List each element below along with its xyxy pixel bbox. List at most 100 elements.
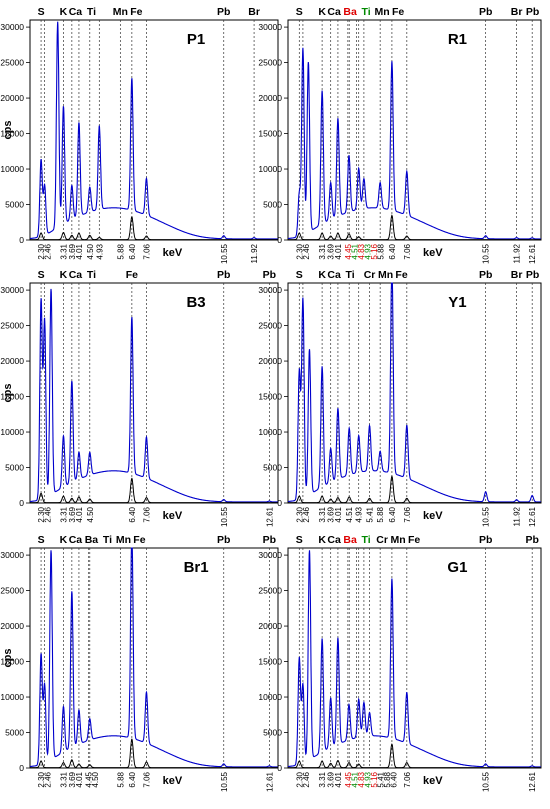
plot-frame bbox=[287, 19, 542, 241]
spectrum-line-sample bbox=[29, 547, 278, 768]
element-label: Mn bbox=[116, 534, 131, 546]
y-tick-label: 20000 bbox=[258, 356, 282, 366]
energy-tick-label: 6.40 bbox=[128, 771, 137, 787]
energy-tick-label: 4.51 bbox=[350, 243, 359, 259]
spectrum-panel-2: 0 5000 10000 15000 20000 25000 30000 R1 S K Ca Ba Ti… bbox=[258, 6, 542, 264]
y-tick-label: 25000 bbox=[258, 321, 282, 331]
energy-tick-label: 2.30 bbox=[295, 243, 304, 259]
energy-tick-label: 4.83 bbox=[357, 243, 366, 259]
energy-tick-label: 4.01 bbox=[75, 243, 84, 259]
energy-tick-label: 10.55 bbox=[482, 771, 491, 792]
y-axis-label: cps bbox=[2, 384, 14, 403]
element-label: Pb bbox=[479, 534, 492, 546]
panel-title: G1 bbox=[447, 559, 467, 576]
energy-tick-label: 6.40 bbox=[128, 243, 137, 259]
energy-tick-label: 6.40 bbox=[388, 243, 397, 259]
spectrum-line-sample bbox=[288, 550, 541, 768]
spectrum-panel-6: 0 5000 10000 15000 20000 25000 30000 G1 S K Ca Ba Ti… bbox=[258, 534, 542, 792]
energy-tick-label: 3.31 bbox=[59, 243, 68, 259]
energy-tick-label: 2.46 bbox=[302, 771, 311, 787]
element-label: Mn bbox=[113, 6, 128, 18]
y-tick-label: 0 bbox=[19, 235, 24, 245]
panel-title: Br1 bbox=[184, 559, 209, 576]
energy-tick-label: 5.16 bbox=[370, 243, 379, 259]
y-tick-label: 5000 bbox=[5, 728, 24, 738]
y-tick-label: 15000 bbox=[0, 657, 24, 667]
energy-tick-label: 4.50 bbox=[86, 506, 95, 522]
element-label: K bbox=[318, 534, 326, 546]
element-label: Ca bbox=[69, 534, 83, 546]
y-tick-label: 0 bbox=[277, 498, 282, 508]
x-axis-label: keV bbox=[423, 247, 443, 259]
y-tick-label: 5000 bbox=[263, 200, 282, 210]
y-tick-label: 10000 bbox=[0, 427, 24, 437]
energy-tick-label: 2.46 bbox=[44, 771, 53, 787]
spectrum-line-sample bbox=[29, 21, 278, 240]
energy-tick-label: 5.88 bbox=[383, 771, 392, 787]
element-label: K bbox=[318, 6, 326, 18]
energy-tick-label: 3.69 bbox=[327, 771, 336, 787]
element-label: Pb bbox=[479, 269, 492, 281]
element-label: Br bbox=[511, 6, 523, 18]
spectrum-panel-5: 0 5000 10000 15000 20000 25000 30000 cps Br1 S K Ca… bbox=[0, 534, 279, 792]
y-tick-label: 15000 bbox=[0, 129, 24, 139]
energy-tick-label: 5.88 bbox=[376, 243, 385, 259]
y-tick-label: 25000 bbox=[0, 58, 24, 68]
energy-tick-label: 4.01 bbox=[334, 243, 343, 259]
y-tick-label: 15000 bbox=[258, 657, 282, 667]
energy-tick-label: 3.31 bbox=[59, 771, 68, 787]
element-label: Pb bbox=[217, 534, 230, 546]
plot-frame bbox=[287, 547, 542, 769]
panel-title: B3 bbox=[186, 294, 205, 311]
energy-tick-label: 3.69 bbox=[327, 243, 336, 259]
element-label: Fe bbox=[126, 269, 138, 281]
element-label: Cr bbox=[376, 534, 388, 546]
y-axis-label: cps bbox=[2, 121, 14, 140]
energy-tick-label: 6.40 bbox=[389, 771, 398, 787]
energy-tick-label: 4.93 bbox=[363, 243, 372, 259]
element-label: S bbox=[296, 269, 303, 281]
energy-tick-label: 4.01 bbox=[334, 771, 343, 787]
energy-tick-label: 3.69 bbox=[68, 243, 77, 259]
energy-tick-label: 7.06 bbox=[142, 243, 151, 259]
element-label: S bbox=[38, 6, 45, 18]
panel-title: Y1 bbox=[448, 294, 466, 311]
element-label: Ti bbox=[362, 6, 371, 18]
energy-tick-label: 7.06 bbox=[142, 771, 151, 787]
y-tick-label: 20000 bbox=[258, 93, 282, 103]
spectrum-line-reference bbox=[288, 214, 541, 241]
energy-tick-label: 2.30 bbox=[37, 771, 46, 787]
element-label: K bbox=[60, 269, 68, 281]
y-tick-label: 10000 bbox=[258, 164, 282, 174]
plot-frame bbox=[287, 282, 542, 504]
spectrum-line-sample bbox=[288, 282, 541, 503]
energy-tick-label: 4.51 bbox=[345, 506, 354, 522]
element-label: Fe bbox=[133, 534, 145, 546]
y-tick-label: 0 bbox=[19, 498, 24, 508]
element-label: Br bbox=[248, 6, 260, 18]
y-axis-label: cps bbox=[2, 649, 14, 668]
y-tick-label: 10000 bbox=[258, 427, 282, 437]
energy-tick-label: 7.06 bbox=[142, 506, 151, 522]
y-tick-label: 30000 bbox=[258, 285, 282, 295]
element-label: Cr bbox=[364, 269, 376, 281]
energy-tick-label: 2.30 bbox=[37, 243, 46, 259]
element-label: Pb bbox=[479, 6, 492, 18]
spectrum-line-sample bbox=[29, 288, 278, 503]
energy-tick-label: 2.30 bbox=[295, 771, 304, 787]
energy-tick-label: 10.55 bbox=[220, 771, 229, 792]
y-tick-label: 25000 bbox=[0, 321, 24, 331]
energy-tick-label: 12.61 bbox=[265, 506, 274, 527]
element-label: S bbox=[296, 6, 303, 18]
element-label: K bbox=[60, 534, 68, 546]
plot-frame bbox=[29, 547, 279, 769]
y-tick-label: 10000 bbox=[0, 692, 24, 702]
element-label: Fe bbox=[130, 6, 142, 18]
plot-frame bbox=[29, 19, 279, 241]
element-label: Fe bbox=[392, 6, 404, 18]
energy-tick-label: 3.69 bbox=[68, 506, 77, 522]
energy-tick-label: 4.51 bbox=[350, 771, 359, 787]
energy-tick-label: 5.41 bbox=[376, 771, 385, 787]
element-label: Ti bbox=[87, 6, 96, 18]
